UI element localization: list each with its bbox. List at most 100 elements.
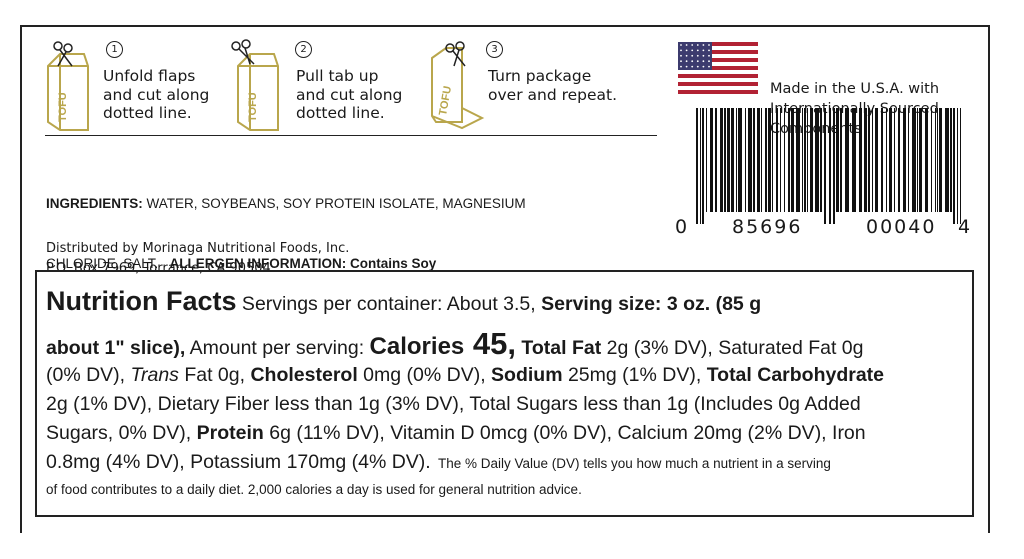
star xyxy=(696,44,699,46)
bar xyxy=(898,108,900,212)
nf-text: Serving size: 3 oz. (85 g xyxy=(541,293,762,315)
nf-text: 0mg (0% DV), xyxy=(357,364,492,386)
bar xyxy=(829,108,831,224)
bar xyxy=(845,108,849,212)
nf-text: (0% DV), xyxy=(46,364,131,386)
frame xyxy=(20,25,990,533)
allergen-text: Contains Soy xyxy=(350,256,437,271)
icon-text: TOFU xyxy=(437,85,454,116)
bar xyxy=(696,108,698,224)
star xyxy=(685,49,688,52)
bar xyxy=(953,108,955,224)
bar xyxy=(872,108,873,212)
star xyxy=(685,54,688,57)
bar xyxy=(768,108,771,212)
allergen-label: ALLERGEN INFORMATION: xyxy=(169,256,347,271)
line: and cut along xyxy=(103,85,210,104)
bar xyxy=(889,108,892,212)
bar xyxy=(738,108,742,212)
bar xyxy=(875,108,878,212)
bar xyxy=(780,108,781,212)
stripe xyxy=(678,46,758,50)
nf-calories: 45, xyxy=(464,326,516,361)
step-icons: TOFU TOFU TOFU xyxy=(47,39,485,131)
bar xyxy=(720,108,723,212)
line: Made in the U.S.A. with xyxy=(770,81,940,97)
bar xyxy=(937,108,938,212)
bar xyxy=(820,108,822,212)
step-text: Pull tab up and cut along dotted line. xyxy=(296,67,402,123)
bar xyxy=(702,108,704,224)
star xyxy=(708,60,710,63)
stripe xyxy=(678,50,758,54)
line: Distributed by Morinaga Nutritional Food… xyxy=(46,241,350,256)
star xyxy=(696,60,699,63)
nf-text: 25mg (1% DV), xyxy=(562,364,707,386)
canton xyxy=(678,42,712,70)
bar xyxy=(802,108,803,212)
step-text: Turn package over and repeat. xyxy=(488,67,617,104)
line: Unfold flaps xyxy=(103,67,196,85)
bar xyxy=(736,108,737,212)
bar xyxy=(776,108,778,212)
nf-text: Sugars, 0% DV), xyxy=(46,422,197,444)
nf-text: Total Carbohydrate xyxy=(706,364,885,386)
stripe xyxy=(678,82,758,86)
star xyxy=(702,65,705,68)
star xyxy=(691,49,694,52)
nf-text: Trans xyxy=(130,364,179,386)
nf-note: of food contributes to a daily diet. 2,0… xyxy=(46,482,582,497)
line: dotted line. xyxy=(296,104,385,122)
bar xyxy=(784,108,785,212)
bar xyxy=(807,108,808,212)
bar xyxy=(761,108,762,212)
star xyxy=(685,65,688,68)
star xyxy=(708,49,710,52)
star xyxy=(702,54,705,57)
step-number: 3 xyxy=(486,41,503,58)
ingredients-text: CHLORIDE, SALT. xyxy=(46,256,159,271)
line: over and repeat. xyxy=(488,85,618,104)
bar xyxy=(868,108,870,212)
nf-text: Cholesterol xyxy=(250,364,358,386)
bar xyxy=(957,108,958,224)
nf-text: Servings per container: About 3.5, xyxy=(236,293,542,315)
line: dotted line. xyxy=(103,104,192,122)
nf-line: about 1" slice), Amount per serving: Cal… xyxy=(46,326,864,362)
barcode-digit: 0 xyxy=(675,216,688,238)
step-number: 1 xyxy=(106,41,123,58)
bar xyxy=(912,108,916,212)
bar xyxy=(886,108,887,212)
star xyxy=(696,49,699,52)
nf-text: 0.8mg (4% DV), Potassium 170mg (4% DV). xyxy=(46,451,431,473)
star xyxy=(691,44,694,46)
star xyxy=(696,65,699,68)
star xyxy=(708,65,710,68)
star xyxy=(691,60,694,63)
bar xyxy=(840,108,842,212)
star xyxy=(702,44,705,46)
nf-text: Total Fat xyxy=(515,337,602,359)
bar xyxy=(753,108,755,212)
nf-text: 2g (1% DV), Dietary Fiber less than 1g (… xyxy=(46,393,861,415)
bar xyxy=(908,108,909,212)
line: and cut along xyxy=(296,85,403,104)
divider xyxy=(45,135,657,136)
bar xyxy=(881,108,883,212)
bar xyxy=(765,108,767,212)
bar xyxy=(796,108,800,212)
star xyxy=(680,54,682,57)
step-number: 2 xyxy=(295,41,312,58)
star xyxy=(708,44,710,46)
nf-line: Sugars, 0% DV), Protein 6g (11% DV), Vit… xyxy=(46,422,866,445)
bar xyxy=(919,108,922,212)
nf-line: (0% DV), Trans Fat 0g, Cholesterol 0mg (… xyxy=(46,364,884,387)
barcode xyxy=(696,108,961,224)
nf-calories-label: Calories xyxy=(369,333,465,360)
bar xyxy=(772,108,773,212)
ingredients-text: WATER, SOYBEANS, SOY PROTEIN ISOLATE, MA… xyxy=(146,196,526,211)
bar xyxy=(810,108,813,212)
nutrition-box xyxy=(35,270,974,517)
line: Turn package xyxy=(488,67,592,85)
